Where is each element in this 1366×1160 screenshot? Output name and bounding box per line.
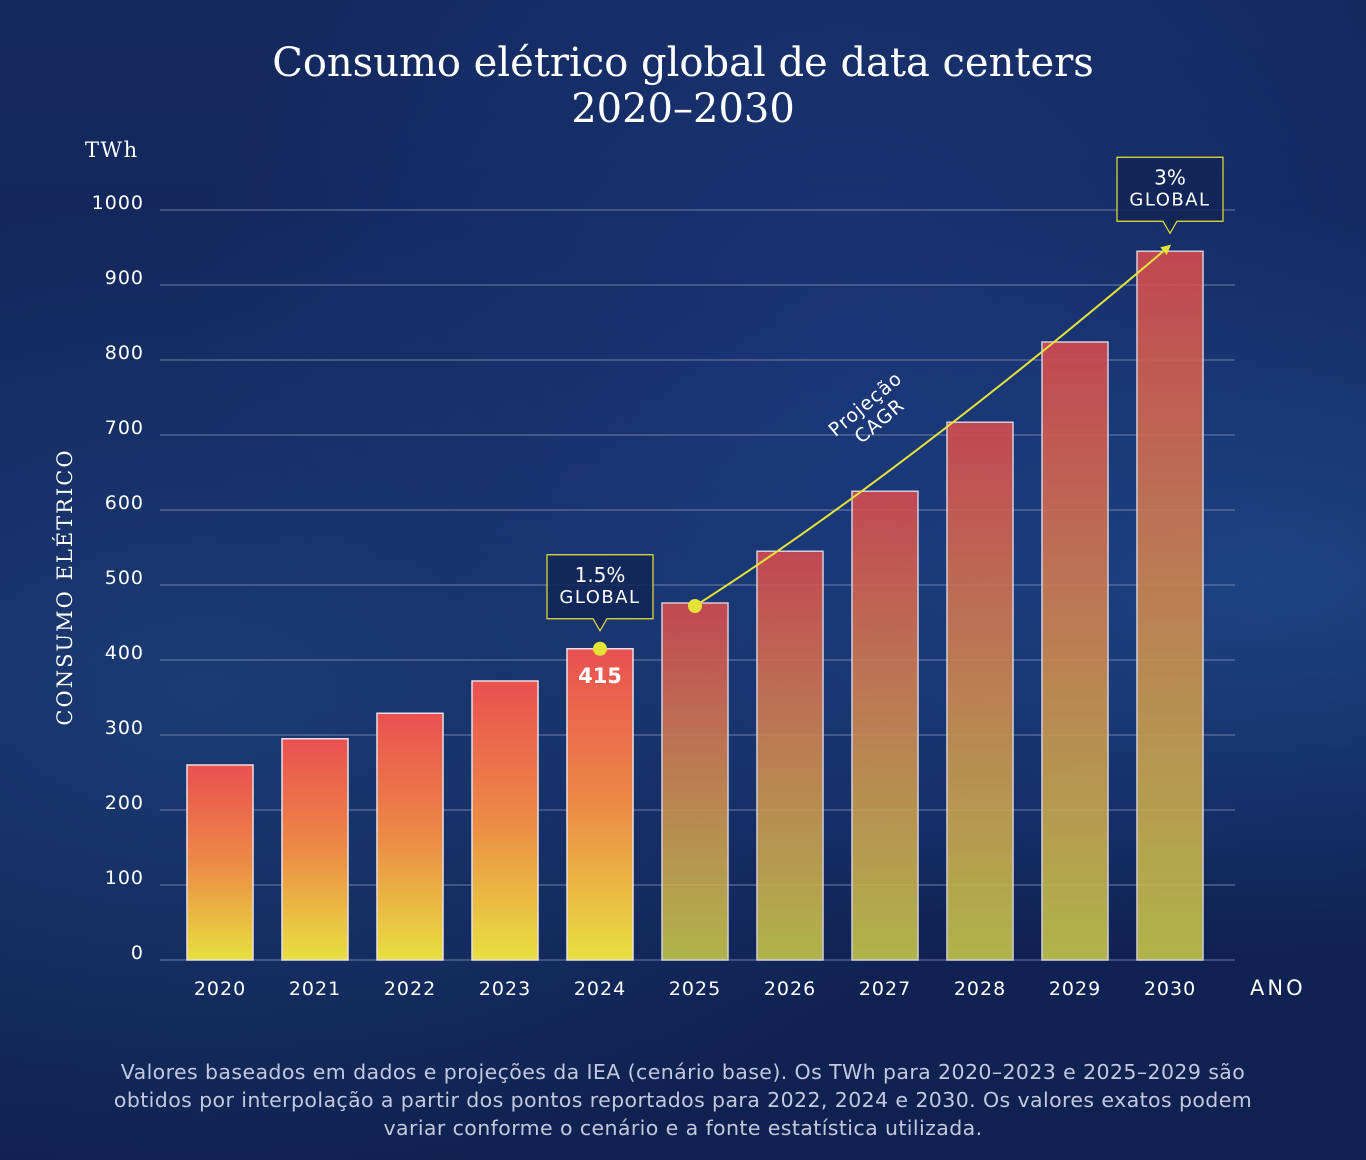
x-tick-label: 2028 (954, 978, 1006, 1000)
y-tick-label: 800 (105, 342, 144, 364)
y-tick-label: 700 (105, 417, 144, 439)
data-label: 415 (578, 664, 622, 688)
footnote: Valores baseados em dados e projeções da… (113, 1060, 1253, 1140)
trend-start-dot (688, 599, 702, 613)
bar-2024 (566, 648, 634, 961)
x-tick-label: 2025 (669, 978, 721, 1000)
annotation-value: 1.5% (575, 563, 626, 587)
annotation-scope: GLOBAL (559, 587, 640, 608)
y-tick-label: 1000 (92, 192, 144, 214)
x-tick-label: 2022 (384, 978, 436, 1000)
annotation-callout (1116, 156, 1224, 235)
x-tick-label: 2029 (1049, 978, 1101, 1000)
x-tick-label: 2024 (574, 978, 626, 1000)
x-tick-label: 2027 (859, 978, 911, 1000)
bar-2020 (186, 764, 254, 961)
annotation-callout (546, 554, 654, 632)
bar-2030 (1136, 250, 1204, 961)
y-axis-label: CONSUMO ELÉTRICO (53, 448, 77, 725)
chart-title: Consumo elétrico global de data centers … (0, 40, 1366, 132)
y-tick-label: 500 (105, 567, 144, 589)
x-tick-label: 2021 (289, 978, 341, 1000)
bar-2023 (471, 680, 539, 961)
y-tick-label: 400 (105, 642, 144, 664)
y-tick-label: 600 (105, 492, 144, 514)
annotation-value: 3% (1154, 165, 1186, 189)
y-tick-label: 300 (105, 717, 144, 739)
y-tick-label: 200 (105, 792, 144, 814)
bar-2026 (756, 550, 824, 961)
y-tick-label: 100 (105, 867, 144, 889)
bar-2022 (376, 712, 444, 961)
bar-2028 (946, 421, 1014, 961)
annotation-scope: GLOBAL (1129, 189, 1210, 210)
title-line-2: 2020–2030 (571, 86, 795, 132)
bar-2025 (661, 602, 729, 961)
x-tick-label: 2023 (479, 978, 531, 1000)
x-tick-label: 2026 (764, 978, 816, 1000)
y-tick-label: 900 (105, 267, 144, 289)
y-unit-label: TWh (85, 138, 139, 162)
bar-2029 (1041, 341, 1109, 961)
x-tick-label: 2020 (194, 978, 246, 1000)
bar-2021 (281, 738, 349, 961)
trend-arrow (694, 244, 1172, 607)
title-line-1: Consumo elétrico global de data centers (272, 40, 1094, 86)
x-axis-label: ANO (1250, 976, 1306, 1000)
y-tick-label: 0 (131, 942, 144, 964)
annotation-dot (593, 641, 607, 656)
x-tick-label: 2030 (1144, 978, 1196, 1000)
bar-2027 (851, 490, 919, 961)
